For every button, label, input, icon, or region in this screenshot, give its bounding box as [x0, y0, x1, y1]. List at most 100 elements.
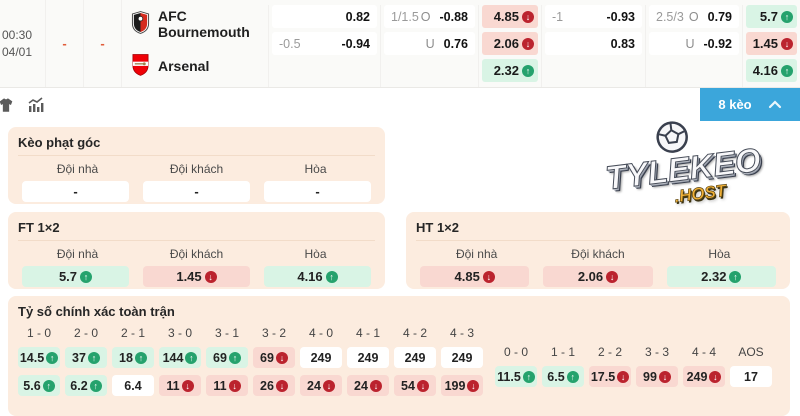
odds-cell[interactable]: 2.06 ↓ — [482, 32, 538, 55]
trend-arrow-icon: ↑ — [46, 351, 59, 364]
stats-chart-icon[interactable] — [27, 96, 47, 114]
odds-value: 6.4 — [124, 378, 142, 393]
score-odds-cell[interactable]: 69 ↑ — [206, 347, 248, 368]
score-label: 3 - 0 — [167, 326, 192, 340]
odds-value: 249 — [310, 350, 332, 365]
score-odds-cell[interactable]: 11.5 ↑ — [495, 366, 537, 387]
score-odds-cell[interactable]: 249 — [441, 347, 483, 368]
trend-arrow-icon: ↓ — [181, 379, 194, 392]
ft-odds-cell[interactable]: 5.7 ↑ — [22, 266, 129, 287]
score-odds-cell[interactable]: 5.6 ↑ — [18, 375, 60, 396]
trend-arrow-icon: ↑ — [781, 10, 793, 23]
odds-value: 0.83 — [610, 36, 635, 51]
odds-value: 4.85 — [454, 269, 480, 284]
score-column: 4 - 0 249 24 ↓ — [300, 326, 342, 396]
odds-value: -0.92 — [703, 36, 733, 51]
score-odds-cell[interactable]: 144 ↑ — [159, 347, 201, 368]
odds-value: 69 — [213, 350, 227, 365]
away-team-row[interactable]: Arsenal — [131, 53, 268, 79]
score-label: 4 - 3 — [449, 326, 474, 340]
score-odds-cell[interactable]: 249 — [394, 347, 436, 368]
odds-group-handicap-ht: -1 -0.93 0.83 — [541, 5, 645, 87]
odds-count-button[interactable]: 8 kèo — [700, 88, 800, 121]
odds-cell[interactable]: U 0.76 — [384, 32, 475, 55]
score-grid: 1 - 0 14.5 ↑ 5.6 ↑ 2 - 0 37 ↑ 6.2 ↑ 2 - 1 18 ↑ 6.4 3 -… — [18, 326, 780, 396]
odds-cell[interactable]: 1/1.5 O -0.88 — [384, 5, 475, 28]
score-draw-column: 3 - 3 99 ↓ — [636, 345, 678, 396]
score-odds-cell[interactable]: 6.4 — [112, 375, 154, 396]
odds-cell[interactable]: U -0.92 — [649, 32, 739, 55]
ht-odds-cell[interactable]: 4.85 ↓ — [420, 266, 530, 287]
score-odds-cell[interactable]: 17.5 ↓ — [589, 366, 631, 387]
match-flag-column-1: - — [45, 0, 83, 87]
odds-value: 18 — [119, 350, 133, 365]
score-column: 4 - 1 249 24 ↓ — [347, 326, 389, 396]
ht-odds-cell[interactable]: 2.06 ↓ — [543, 266, 653, 287]
odds-cell[interactable]: 2.32 ↑ — [482, 59, 538, 82]
score-label: 1 - 0 — [26, 326, 51, 340]
score-odds-cell[interactable]: 11 ↓ — [159, 375, 201, 396]
odds-cell[interactable]: 1.45 ↓ — [746, 32, 797, 55]
score-odds-cell[interactable]: 11 ↓ — [206, 375, 248, 396]
score-odds-cell[interactable]: 199 ↓ — [441, 375, 483, 396]
ht-odds-cell[interactable]: 2.32 ↑ — [666, 266, 776, 287]
score-odds-cell[interactable]: 249 — [347, 347, 389, 368]
score-odds-cell[interactable]: 24 ↓ — [300, 375, 342, 396]
trend-arrow-icon: ↑ — [89, 379, 102, 392]
score-label: 2 - 1 — [120, 326, 145, 340]
score-odds-cell[interactable]: 249 ↓ — [683, 366, 725, 387]
odds-cell[interactable]: 0.83 — [545, 32, 642, 55]
score-column: 3 - 2 69 ↓ 26 ↓ — [253, 326, 295, 396]
odds-value: 37 — [72, 350, 86, 365]
ft-odds-cell[interactable]: 1.45 ↓ — [143, 266, 250, 287]
ft-odds-cell[interactable]: 4.16 ↑ — [264, 266, 371, 287]
home-team-row[interactable]: AFC Bournemouth — [131, 8, 268, 40]
corner-odds-cell[interactable]: - — [264, 181, 371, 202]
score-odds-cell[interactable]: 17 — [730, 366, 772, 387]
corner-odds-cell[interactable]: - — [143, 181, 250, 202]
header-draw: Hòa — [708, 247, 731, 261]
match-row: 00:30 04/01 - - AFC Bournemouth — [0, 0, 800, 88]
score-draw-column: 4 - 4 249 ↓ — [683, 345, 725, 396]
home-team-name: AFC Bournemouth — [158, 8, 250, 40]
odds-cell[interactable]: 5.7 ↑ — [746, 5, 797, 28]
odds-cell[interactable]: -0.5 -0.94 — [272, 32, 377, 55]
score-odds-cell[interactable]: 14.5 ↑ — [18, 347, 60, 368]
header-away: Đội khách — [169, 162, 224, 176]
trend-arrow-icon: ↓ — [322, 379, 335, 392]
score-odds-cell[interactable]: 26 ↓ — [253, 375, 295, 396]
score-odds-cell[interactable]: 37 ↑ — [65, 347, 107, 368]
odds-group-1x2-a: 4.85 ↓ 2.06 ↓ 2.32 ↑ — [478, 5, 541, 87]
watermark-domain: .HOST — [673, 181, 728, 207]
away-team-name: Arsenal — [158, 58, 210, 74]
score-odds-cell[interactable]: 6.5 ↑ — [542, 366, 584, 387]
trend-arrow-icon: ↓ — [369, 379, 382, 392]
lineup-jersey-icon[interactable] — [0, 96, 15, 114]
score-odds-cell[interactable]: 69 ↓ — [253, 347, 295, 368]
score-odds-cell[interactable]: 6.2 ↑ — [65, 375, 107, 396]
odds-cell[interactable]: 4.85 ↓ — [482, 5, 538, 28]
odds-value: 17.5 — [590, 369, 616, 384]
odds-cell[interactable]: -1 -0.93 — [545, 5, 642, 28]
score-odds-cell[interactable]: 24 ↓ — [347, 375, 389, 396]
score-odds-cell[interactable]: 18 ↑ — [112, 347, 154, 368]
score-label: 4 - 2 — [402, 326, 427, 340]
score-label: 3 - 2 — [261, 326, 286, 340]
odds-value: 249 — [357, 350, 379, 365]
odds-cell[interactable]: 4.16 ↑ — [746, 59, 797, 82]
trend-arrow-icon: ↓ — [522, 10, 534, 23]
corner-odds-card: Kèo phạt góc Đội nhà Đội khách Hòa - - - — [8, 127, 385, 204]
score-odds-cell[interactable]: 249 — [300, 347, 342, 368]
score-odds-cell[interactable]: 54 ↓ — [394, 375, 436, 396]
dash-indicator: - — [100, 36, 105, 51]
match-time-column: 00:30 04/01 — [0, 0, 45, 87]
odds-value: 1.45 — [752, 36, 778, 51]
odds-value: 2.32 — [493, 63, 519, 78]
trend-arrow-icon: ↑ — [134, 351, 147, 364]
odds-cell[interactable]: 0.82 — [272, 5, 377, 28]
corner-odds-cell[interactable]: - — [22, 181, 129, 202]
trend-arrow-icon: ↑ — [325, 270, 338, 283]
score-odds-cell[interactable]: 99 ↓ — [636, 366, 678, 387]
odds-cell[interactable]: 2.5/3 O 0.79 — [649, 5, 739, 28]
odds-value: 0.76 — [443, 36, 468, 51]
